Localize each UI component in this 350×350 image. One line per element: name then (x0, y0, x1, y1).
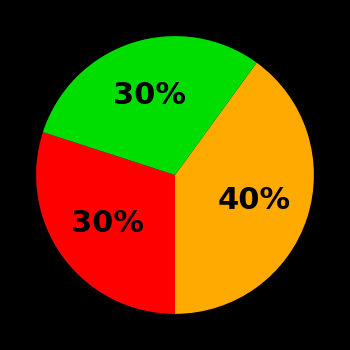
Wedge shape (43, 36, 257, 175)
Wedge shape (175, 63, 314, 314)
Text: 30%: 30% (113, 81, 186, 110)
Wedge shape (36, 132, 175, 314)
Text: 40%: 40% (218, 186, 291, 215)
Text: 30%: 30% (71, 210, 144, 238)
